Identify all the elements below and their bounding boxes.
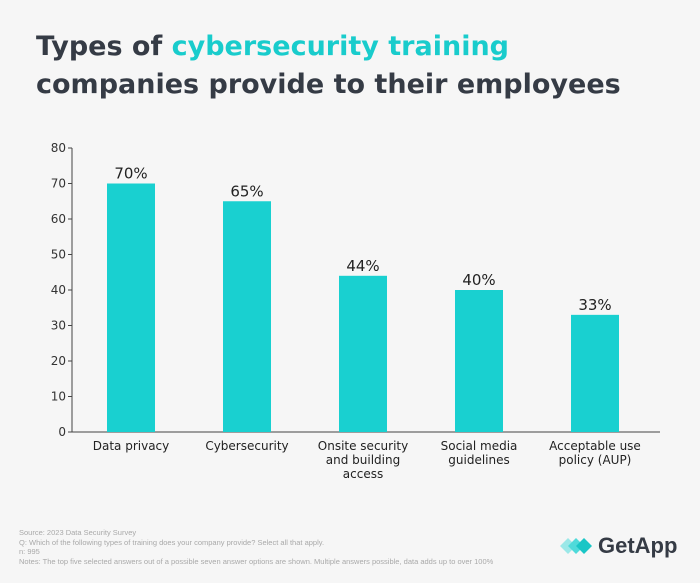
x-tick-label: Cybersecurity xyxy=(205,439,288,453)
y-tick-label: 0 xyxy=(58,425,66,439)
bar xyxy=(223,201,271,432)
source-note: Source: 2023 Data Security Survey xyxy=(19,528,137,537)
logo-chevrons-icon xyxy=(560,538,592,554)
x-tick-label: guidelines xyxy=(448,453,509,467)
y-tick-label: 50 xyxy=(51,248,66,262)
bar xyxy=(339,275,387,432)
bar xyxy=(455,290,503,432)
getapp-logo: GetApp xyxy=(560,533,677,559)
y-tick-label: 20 xyxy=(51,354,66,368)
sample-size-note: n: 995 xyxy=(19,547,40,557)
data-label: 44% xyxy=(346,257,379,275)
x-tick-label: Acceptable use xyxy=(549,439,641,453)
question-note: Q: Which of the following types of train… xyxy=(19,537,325,547)
chart-footer: Source: 2023 Data Security Survey Q: Whi… xyxy=(19,528,529,566)
bar-chart: 0 10 20 30 40 50 60 70 80 70% Data privacy 65% Cyber… xyxy=(51,141,660,481)
y-tick-label: 70 xyxy=(51,177,66,191)
bar xyxy=(571,314,619,432)
y-tick-label: 40 xyxy=(51,283,66,297)
title-part: companies provide to their employees xyxy=(36,69,621,100)
y-tick-label: 80 xyxy=(51,141,66,155)
x-tick-label: policy (AUP) xyxy=(559,453,632,467)
x-tick-label: Social media xyxy=(441,439,518,453)
y-tick-label: 60 xyxy=(51,212,66,226)
data-label: 70% xyxy=(114,165,147,183)
data-label: 33% xyxy=(578,296,611,314)
title-part: Types of xyxy=(36,31,172,62)
logo-text: GetApp xyxy=(598,533,678,558)
y-tick-label: 10 xyxy=(51,390,66,404)
bar xyxy=(107,183,155,432)
title-highlight: cybersecurity training xyxy=(171,31,509,62)
x-tick-label: and building xyxy=(326,453,400,467)
data-label: 65% xyxy=(230,182,263,200)
x-tick-label: Onsite security xyxy=(318,439,408,453)
x-tick-label: Data privacy xyxy=(93,439,170,453)
notes: Notes: The top five selected answers out… xyxy=(19,556,494,566)
y-tick-label: 30 xyxy=(51,319,66,333)
data-label: 40% xyxy=(462,271,495,289)
chart-title: Types of cybersecurity training companie… xyxy=(36,28,676,104)
x-tick-label: access xyxy=(343,467,383,481)
